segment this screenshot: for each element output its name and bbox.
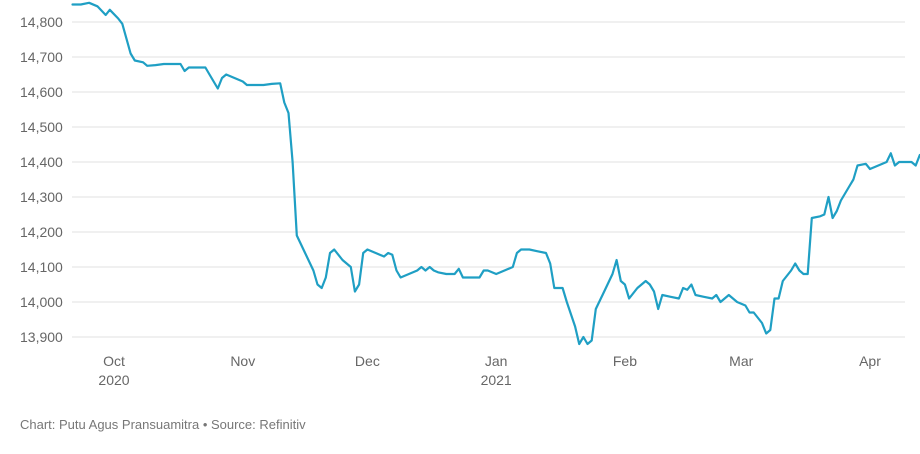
chart-credit: Chart: Putu Agus Pransuamitra • Source: … — [20, 417, 306, 432]
line-chart: 13,900 14,000 14,100 14,200 14,300 14,400 14,5… — [20, 1, 920, 388]
y-tick-label: 14,500 — [20, 119, 63, 135]
y-tick-label: 14,600 — [20, 84, 63, 100]
x-tick-label: Feb — [613, 353, 637, 369]
x-axis-tick-labels: Oct 2020 Nov Dec Jan 2021 Feb Mar Apr — [98, 353, 881, 388]
x-tick-label: Apr — [859, 353, 881, 369]
x-tick-label: Nov — [230, 353, 255, 369]
y-tick-label: 14,300 — [20, 189, 63, 205]
y-tick-label: 14,700 — [20, 49, 63, 65]
x-tick-label: Dec — [355, 353, 380, 369]
y-tick-label: 13,900 — [20, 329, 63, 345]
y-tick-label: 14,800 — [20, 14, 63, 30]
y-axis-tick-labels: 13,900 14,000 14,100 14,200 14,300 14,400 14,5… — [20, 14, 63, 345]
x-tick-label: Oct — [103, 353, 125, 369]
x-tick-label: Jan — [485, 353, 508, 369]
x-tick-sublabel: 2020 — [98, 372, 129, 388]
x-tick-sublabel: 2021 — [481, 372, 512, 388]
series-layer — [71, 1, 920, 346]
x-tick-label: Mar — [729, 353, 753, 369]
y-tick-label: 14,200 — [20, 224, 63, 240]
y-tick-label: 14,100 — [20, 259, 63, 275]
y-tick-label: 14,000 — [20, 294, 63, 310]
series-line — [71, 1, 920, 346]
gridlines — [72, 21, 905, 338]
y-tick-label: 14,400 — [20, 154, 63, 170]
